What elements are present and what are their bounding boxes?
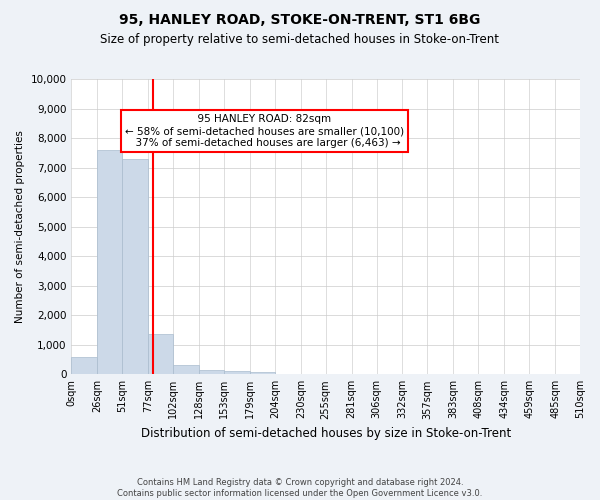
Text: 95 HANLEY ROAD: 82sqm  
← 58% of semi-detached houses are smaller (10,100)
  37%: 95 HANLEY ROAD: 82sqm ← 58% of semi-deta…	[125, 114, 404, 148]
Text: Size of property relative to semi-detached houses in Stoke-on-Trent: Size of property relative to semi-detach…	[101, 32, 499, 46]
Bar	[122, 158, 148, 374]
Y-axis label: Number of semi-detached properties: Number of semi-detached properties	[15, 130, 25, 323]
Text: Contains HM Land Registry data © Crown copyright and database right 2024.
Contai: Contains HM Land Registry data © Crown c…	[118, 478, 482, 498]
X-axis label: Distribution of semi-detached houses by size in Stoke-on-Trent: Distribution of semi-detached houses by …	[140, 427, 511, 440]
Bar	[250, 372, 275, 374]
Bar	[224, 372, 250, 374]
Bar	[148, 334, 173, 374]
Bar	[71, 356, 97, 374]
Bar	[173, 366, 199, 374]
Bar	[199, 370, 224, 374]
Bar	[97, 150, 122, 374]
Text: 95, HANLEY ROAD, STOKE-ON-TRENT, ST1 6BG: 95, HANLEY ROAD, STOKE-ON-TRENT, ST1 6BG	[119, 12, 481, 26]
